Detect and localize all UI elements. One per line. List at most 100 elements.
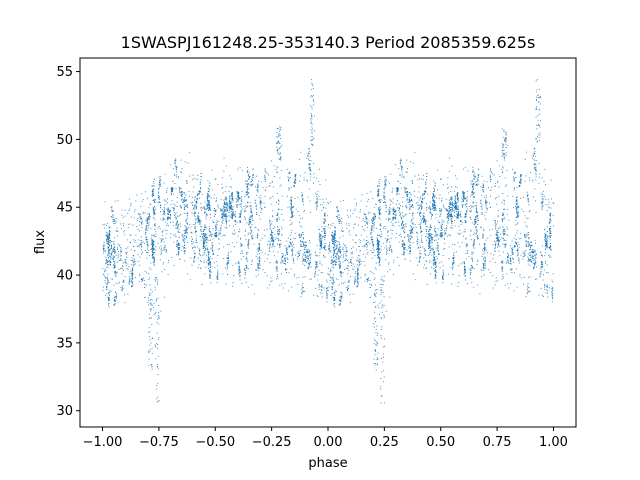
data-point [474, 172, 476, 174]
data-point [430, 224, 431, 226]
data-point [331, 286, 333, 288]
data-point [216, 282, 218, 284]
data-point [302, 258, 304, 260]
data-point [148, 227, 149, 229]
data-point [225, 218, 227, 220]
data-point [275, 269, 277, 271]
data-point [423, 248, 425, 250]
data-point [292, 253, 294, 255]
data-point [534, 151, 536, 153]
data-point [122, 262, 124, 264]
data-point [107, 284, 109, 286]
data-point [430, 226, 432, 228]
data-point [206, 249, 208, 251]
data-point [425, 254, 427, 256]
data-point [372, 217, 374, 219]
data-point [240, 246, 242, 248]
data-point [257, 265, 259, 267]
data-point [324, 218, 326, 220]
data-point [303, 260, 305, 262]
data-point [318, 228, 320, 230]
data-point [551, 288, 553, 290]
data-point [435, 231, 437, 233]
data-point [484, 260, 486, 261]
data-point [434, 228, 436, 230]
data-point [248, 222, 250, 224]
data-point [355, 272, 356, 274]
data-point [435, 232, 437, 234]
data-point [232, 206, 234, 208]
data-point [261, 209, 263, 211]
data-point [113, 258, 114, 260]
data-point [225, 207, 227, 208]
data-point [208, 258, 209, 260]
data-point [328, 245, 330, 247]
data-point [483, 274, 485, 276]
data-point [234, 213, 236, 215]
data-point [484, 252, 486, 254]
data-point [453, 257, 454, 259]
data-point [321, 292, 323, 294]
data-point [505, 243, 507, 245]
data-point [186, 227, 188, 229]
data-point [256, 236, 258, 238]
data-point [226, 198, 228, 200]
data-point [264, 168, 266, 170]
data-point [114, 270, 116, 272]
data-point [466, 197, 468, 199]
data-point [179, 213, 181, 215]
data-point [477, 224, 479, 225]
data-point [118, 245, 120, 247]
data-point [533, 257, 535, 259]
data-point [431, 236, 433, 238]
data-point [411, 222, 413, 224]
data-point [179, 247, 181, 248]
data-point [258, 263, 260, 264]
data-point [319, 246, 321, 248]
scatter-points-layer [102, 79, 555, 404]
data-point [550, 232, 552, 234]
data-point [473, 174, 475, 176]
data-point [541, 201, 543, 203]
data-point [403, 242, 405, 244]
data-point [482, 234, 484, 236]
data-point [211, 233, 213, 235]
data-point [195, 208, 197, 210]
data-point [109, 240, 111, 241]
data-point [291, 250, 293, 252]
data-point [377, 188, 379, 190]
data-point [449, 216, 451, 218]
data-point [502, 270, 504, 272]
data-point [224, 203, 226, 204]
data-point [309, 261, 311, 263]
data-point [115, 291, 117, 293]
data-point [196, 194, 198, 196]
data-point [450, 204, 452, 206]
data-point [401, 176, 403, 178]
data-point [474, 176, 476, 178]
data-point [345, 247, 347, 249]
data-point [326, 287, 328, 289]
data-point [329, 243, 330, 245]
data-point [140, 221, 142, 223]
data-point [434, 209, 436, 211]
data-point [527, 232, 529, 233]
data-point [227, 262, 228, 264]
data-point [258, 230, 259, 231]
data-point [419, 223, 421, 225]
data-point [512, 248, 514, 250]
data-point [221, 221, 223, 223]
data-point [530, 257, 532, 258]
data-point [339, 267, 341, 269]
data-point [122, 288, 124, 289]
data-point [115, 297, 117, 299]
data-point [398, 203, 400, 205]
data-point [420, 212, 422, 214]
data-point [318, 283, 320, 285]
data-point [256, 208, 258, 210]
data-point [354, 282, 356, 284]
data-point [450, 202, 452, 204]
data-point [540, 266, 542, 268]
data-point [224, 219, 226, 220]
data-point [151, 191, 153, 192]
